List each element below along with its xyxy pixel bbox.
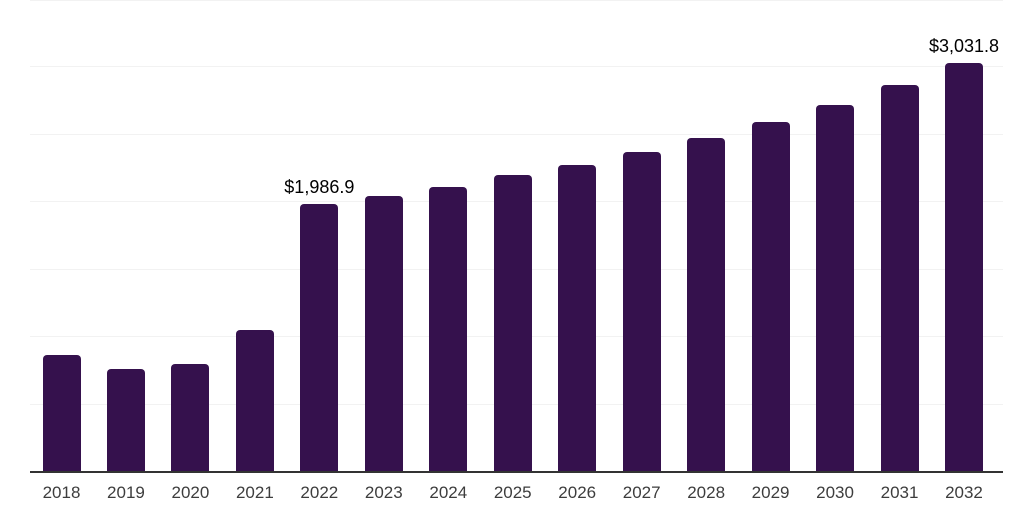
bar-2024 [429, 186, 468, 472]
bar-2021 [235, 330, 274, 472]
x-axis-label-2021: 2021 [235, 483, 274, 502]
bar-2029 [751, 121, 790, 472]
bar-2028 [687, 137, 726, 472]
bar-2026 [558, 164, 597, 472]
bar-2023 [364, 195, 403, 472]
gridline [30, 134, 1003, 135]
x-axis-label-2029: 2029 [751, 483, 790, 502]
x-axis-label-2031: 2031 [880, 483, 919, 502]
bar-2018 [42, 355, 81, 472]
x-axis-label-2022: 2022 [300, 483, 339, 502]
x-axis-label-2024: 2024 [429, 483, 468, 502]
x-axis-label-2019: 2019 [107, 483, 145, 502]
x-axis-line [30, 471, 1003, 473]
x-axis-label-2028: 2028 [687, 483, 726, 502]
x-axis-label-2027: 2027 [622, 483, 661, 502]
bar-2032 [944, 63, 983, 472]
x-axis-label-2023: 2023 [364, 483, 403, 502]
value-label-2032: $3,031.8 [928, 36, 1000, 57]
bar-2031 [880, 84, 919, 472]
value-label-2022: $1,986.9 [284, 177, 355, 198]
x-axis-label-2020: 2020 [171, 483, 210, 502]
x-axis-label-2025: 2025 [493, 483, 532, 502]
bar-2027 [622, 151, 661, 472]
bar-2019 [106, 369, 145, 472]
x-axis-label-2026: 2026 [558, 483, 597, 502]
bar-2022 [300, 204, 339, 472]
gridline [30, 0, 1003, 1]
bar-2025 [493, 174, 532, 472]
bar-2030 [816, 104, 855, 472]
bar-2020 [171, 364, 210, 472]
x-axis-label-2030: 2030 [816, 483, 854, 502]
x-axis-label-2032: 2032 [945, 483, 983, 502]
gridline [30, 66, 1003, 67]
x-axis-label-2018: 2018 [42, 483, 81, 502]
